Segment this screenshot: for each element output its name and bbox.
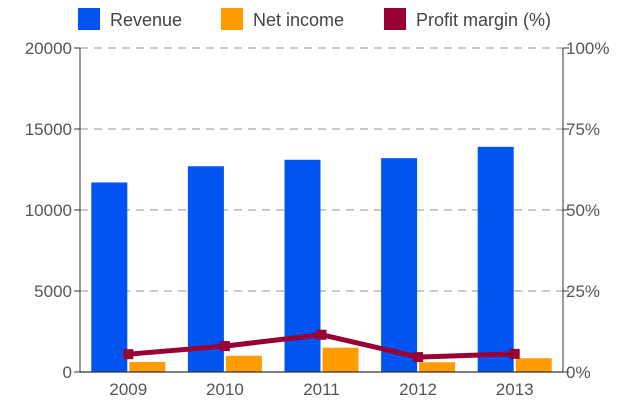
bar-net-income-2012: [419, 362, 456, 372]
bar-revenue-2010: [187, 166, 224, 372]
y-right-tick-label: 100%: [566, 39, 609, 58]
y-right-tick-label: 25%: [566, 282, 600, 301]
y-right-tick-label: 0%: [566, 363, 591, 382]
profit-margin-point-2012: [413, 352, 424, 363]
legend-label-revenue: Revenue: [110, 10, 182, 30]
profit-margin-point-2013: [509, 348, 520, 359]
bar-net-income-2013: [515, 358, 552, 372]
bar-net-income-2011: [322, 347, 359, 372]
y-left-tick-label: 10000: [25, 201, 72, 220]
x-tick-label-2009: 2009: [109, 380, 147, 399]
legend-label-profit-margin: Profit margin (%): [416, 10, 551, 30]
profit-margin-point-2009: [123, 349, 134, 360]
y-right-tick-label: 50%: [566, 201, 600, 220]
x-tick-label-2013: 2013: [496, 380, 534, 399]
x-tick-label-2011: 2011: [303, 380, 340, 399]
legend-swatch-profit-margin: [384, 8, 406, 30]
profit-margin-point-2010: [219, 341, 230, 352]
y-left-tick-label: 0: [63, 363, 72, 382]
legend-label-net-income: Net income: [253, 10, 344, 30]
x-tick-label-2012: 2012: [399, 380, 437, 399]
profit-margin-line-group: [123, 329, 520, 363]
bar-net-income-2009: [129, 361, 166, 372]
x-tick-label-2010: 2010: [206, 380, 244, 399]
y-left-tick-label: 15000: [25, 120, 72, 139]
bar-net-income-2010: [225, 355, 262, 372]
legend-swatch-net-income: [221, 8, 243, 30]
y-left-tick-label: 20000: [25, 39, 72, 58]
legend-swatch-revenue: [78, 8, 100, 30]
bar-revenue-2009: [91, 182, 128, 372]
y-left-tick-label: 5000: [34, 282, 72, 301]
y-right-tick-label: 75%: [566, 120, 600, 139]
axes: 0 5000 10000 15000 20000 0% 25% 50% 75% 100% 2009 2…: [25, 39, 610, 399]
gridlines: [80, 47, 563, 292]
bar-revenue-2012: [381, 158, 418, 372]
bar-revenue-2013: [477, 146, 514, 372]
profit-margin-point-2011: [316, 329, 327, 340]
legend: Revenue Net income Profit margin (%): [78, 8, 551, 30]
